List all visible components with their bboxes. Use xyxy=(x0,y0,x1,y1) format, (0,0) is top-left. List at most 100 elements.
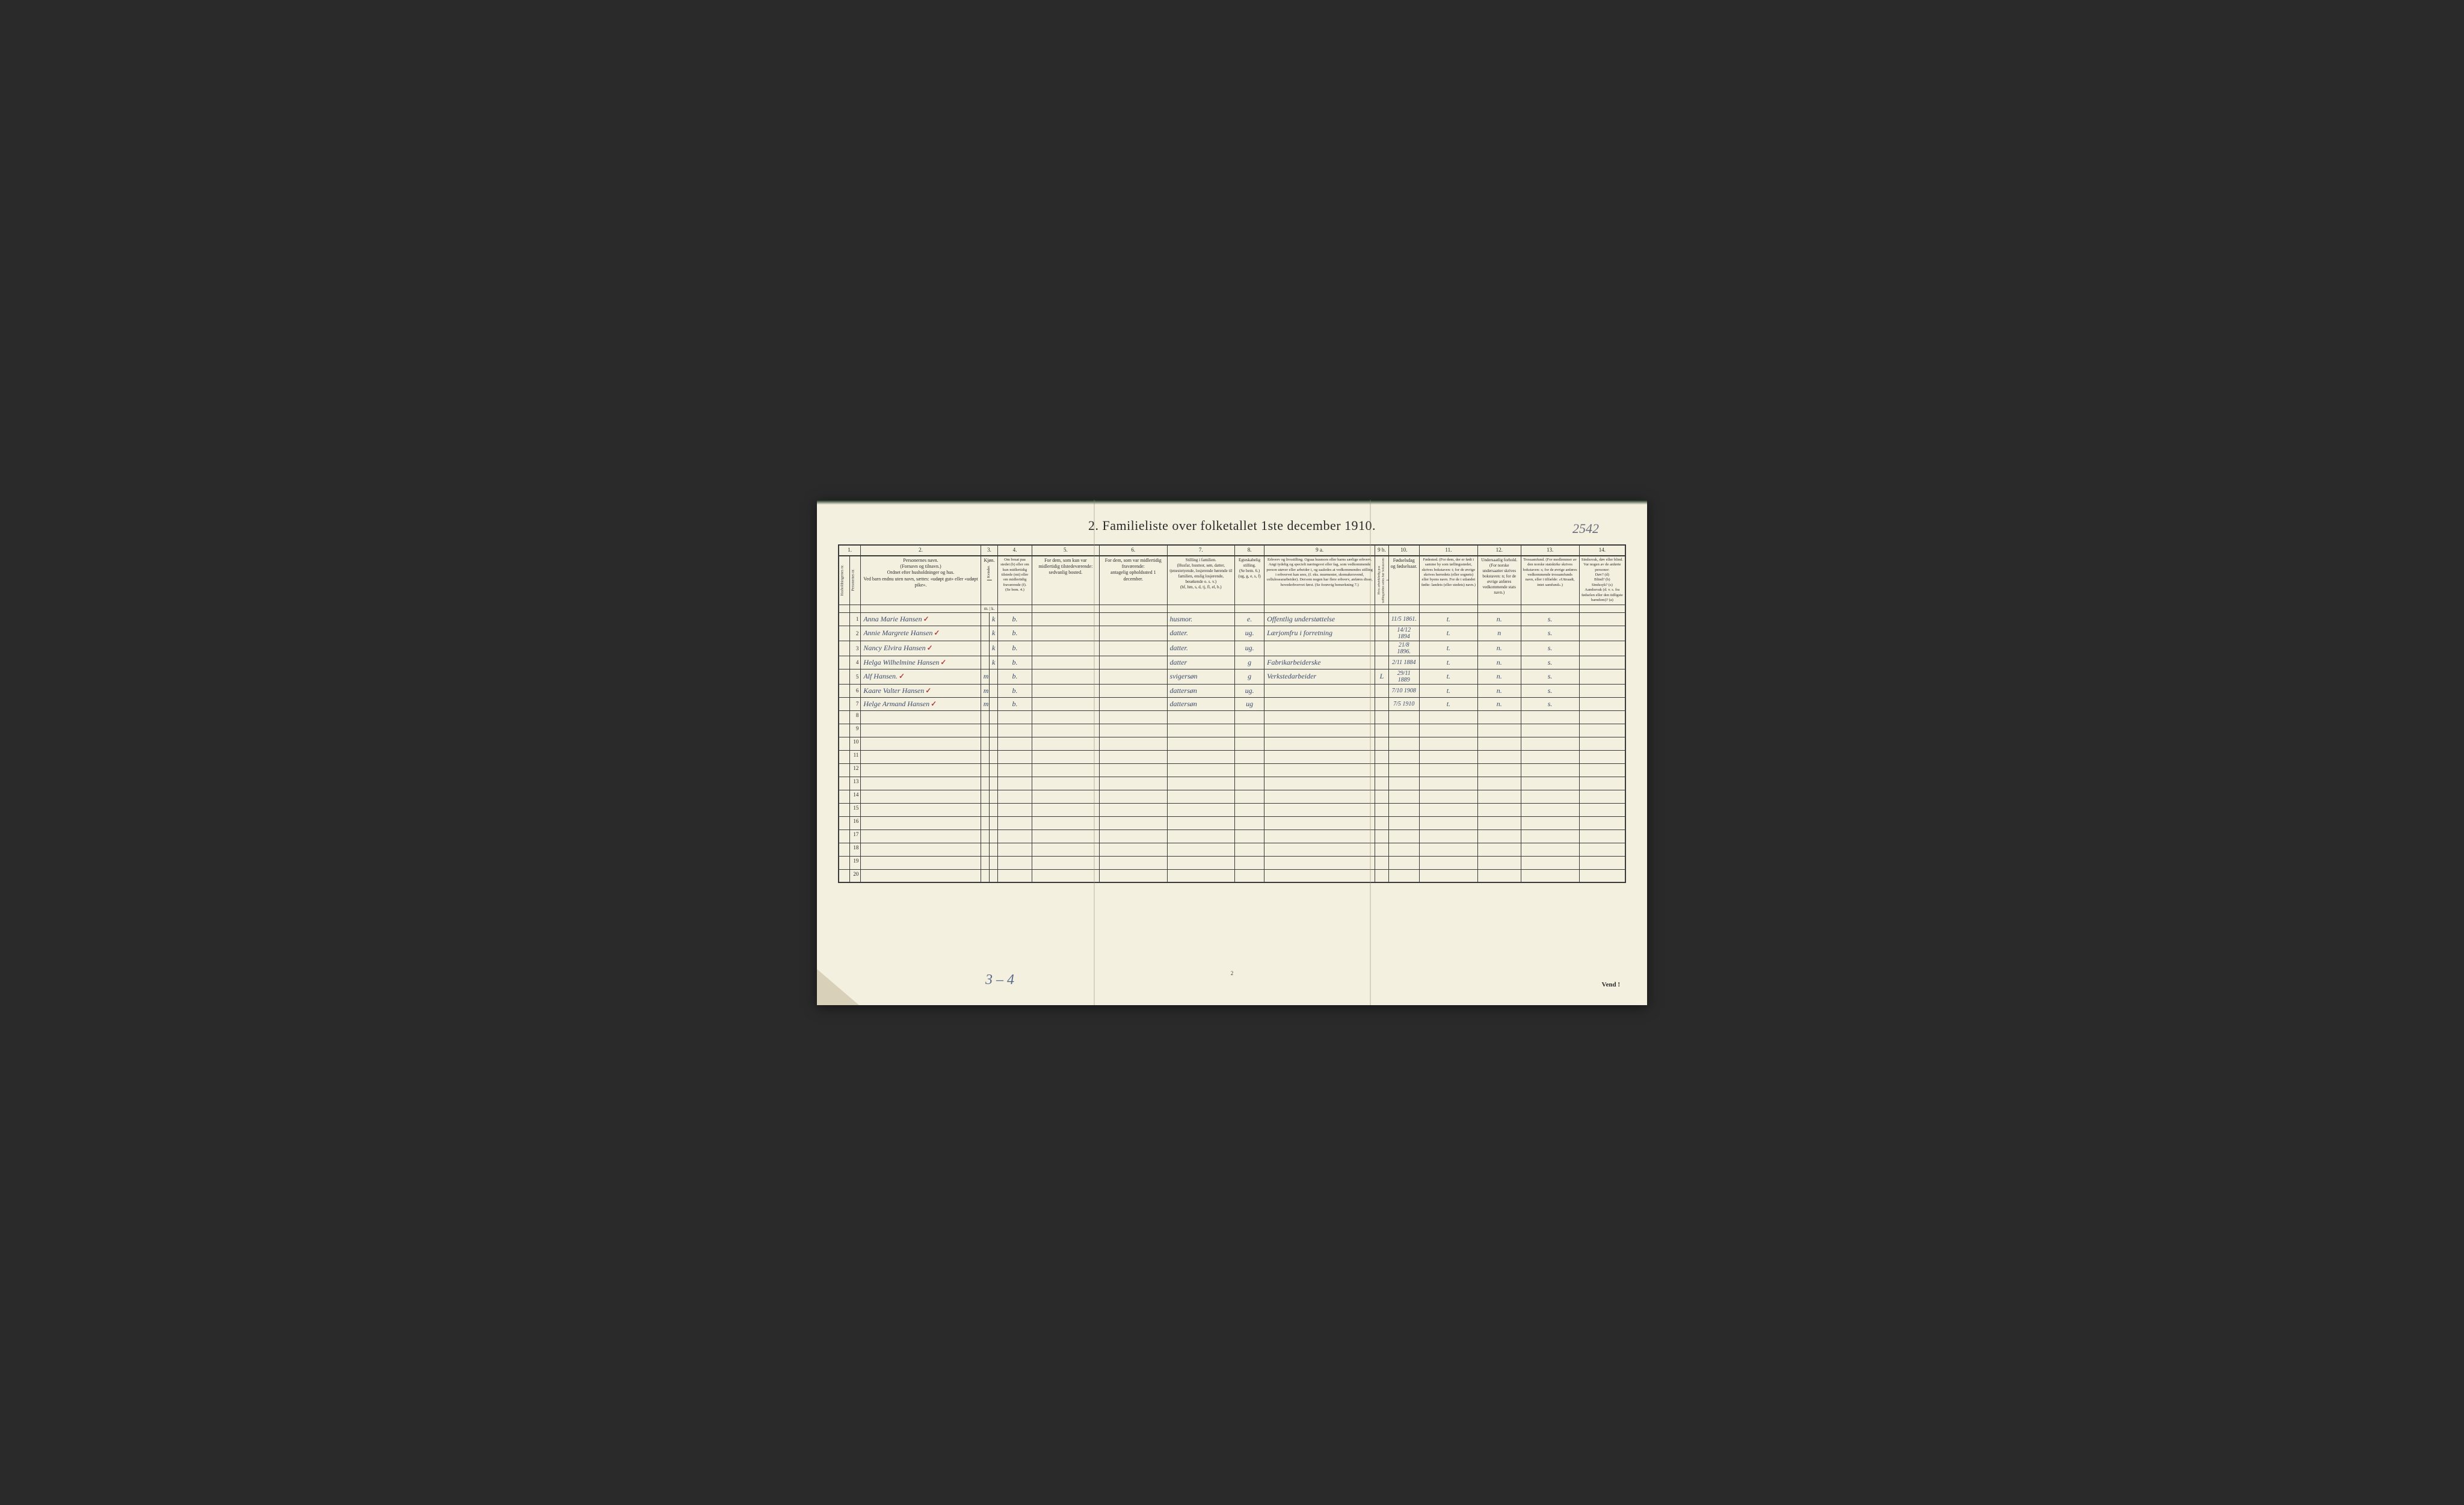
person-num: 11 xyxy=(849,750,860,763)
person-num: 14 xyxy=(849,790,860,803)
empty-cell xyxy=(1264,763,1375,777)
empty-cell xyxy=(1235,737,1264,750)
cell-fodsel: 11/5 1861. xyxy=(1388,612,1419,626)
cell-fodested: t. xyxy=(1419,626,1477,641)
cell-col9b: L xyxy=(1375,669,1388,684)
empty-cell xyxy=(1388,777,1419,790)
cell-col14 xyxy=(1579,684,1625,697)
cell-under: n. xyxy=(1477,684,1521,697)
household-num xyxy=(839,843,849,856)
header-col1: Husholdningernes nr. xyxy=(839,556,849,605)
table-row: 3 Nancy Elvira Hansen✓ k b. datter. ug. … xyxy=(839,641,1625,656)
empty-cell xyxy=(861,790,981,803)
empty-cell xyxy=(1032,869,1099,882)
empty-cell xyxy=(1375,843,1388,856)
empty-cell xyxy=(1100,724,1167,737)
census-table: 1. 2. 3. 4. 5. 6. 7. 8. 9 a. 9 b. 10. 11… xyxy=(838,544,1626,883)
empty-cell xyxy=(981,816,989,829)
person-num: 1 xyxy=(849,612,860,626)
empty-cell xyxy=(1419,843,1477,856)
cell-fodested: t. xyxy=(1419,669,1477,684)
empty-cell xyxy=(1477,869,1521,882)
col-num: 13. xyxy=(1521,545,1579,556)
empty-cell xyxy=(1521,750,1579,763)
cell-col6 xyxy=(1100,641,1167,656)
cell-under: n. xyxy=(1477,641,1521,656)
empty-cell xyxy=(1167,803,1234,816)
col-num: 3. xyxy=(981,545,998,556)
cell-k: k xyxy=(990,612,998,626)
cell-tros: s. xyxy=(1521,656,1579,669)
empty-cell xyxy=(1579,724,1625,737)
household-num xyxy=(839,750,849,763)
cell-fodested: t. xyxy=(1419,697,1477,710)
header-col14: Sindssvak, døv eller blind. Var nogen av… xyxy=(1579,556,1625,605)
empty-cell xyxy=(1100,843,1167,856)
empty-cell xyxy=(1100,710,1167,724)
empty-cell xyxy=(1167,816,1234,829)
cell-col9b xyxy=(1375,641,1388,656)
household-num xyxy=(839,816,849,829)
empty-cell xyxy=(1032,843,1099,856)
cell-m xyxy=(981,656,989,669)
empty-cell xyxy=(1100,856,1167,869)
col-num: 1. xyxy=(839,545,861,556)
table-row: 8 xyxy=(839,710,1625,724)
sub-cell xyxy=(839,605,849,612)
cell-col6 xyxy=(1100,612,1167,626)
empty-cell xyxy=(981,777,989,790)
empty-cell xyxy=(1477,816,1521,829)
empty-cell xyxy=(1264,816,1375,829)
empty-cell xyxy=(998,816,1032,829)
table-row: 17 xyxy=(839,829,1625,843)
sub-cell-mk: m. | k. xyxy=(981,605,998,612)
empty-cell xyxy=(1375,763,1388,777)
empty-cell xyxy=(981,750,989,763)
empty-cell xyxy=(861,829,981,843)
empty-cell xyxy=(1375,790,1388,803)
empty-cell xyxy=(981,710,989,724)
header-col8: Egteskabelig stilling. (Se bem. 6.) (ug,… xyxy=(1235,556,1264,605)
cell-egte: e. xyxy=(1235,612,1264,626)
empty-cell xyxy=(990,790,998,803)
header-text: Personernes nr. xyxy=(852,569,855,591)
page-title: 2. Familieliste over folketallet 1ste de… xyxy=(838,518,1626,534)
person-num: 20 xyxy=(849,869,860,882)
vend-text: Vend ! xyxy=(1602,981,1620,988)
empty-cell xyxy=(1100,803,1167,816)
cell-col9b xyxy=(1375,684,1388,697)
empty-cell xyxy=(1264,777,1375,790)
household-num xyxy=(839,724,849,737)
cell-egte: ug. xyxy=(1235,626,1264,641)
empty-cell xyxy=(1521,816,1579,829)
sub-cell xyxy=(1419,605,1477,612)
empty-cell xyxy=(1167,856,1234,869)
household-num xyxy=(839,856,849,869)
empty-cell xyxy=(990,763,998,777)
empty-cell xyxy=(998,737,1032,750)
cell-col14 xyxy=(1579,656,1625,669)
empty-cell xyxy=(1477,856,1521,869)
household-num xyxy=(839,641,849,656)
household-num xyxy=(839,803,849,816)
cell-col5 xyxy=(1032,626,1099,641)
empty-cell xyxy=(1579,763,1625,777)
check-mark: ✓ xyxy=(927,644,933,652)
header-text: Kjøn. xyxy=(983,558,996,564)
empty-cell xyxy=(1375,856,1388,869)
cell-col6 xyxy=(1100,656,1167,669)
empty-cell xyxy=(1100,869,1167,882)
cell-erhverv: Lærjomfru i forretning xyxy=(1264,626,1375,641)
table-row: 9 xyxy=(839,724,1625,737)
empty-cell xyxy=(981,724,989,737)
cell-tros: s. xyxy=(1521,626,1579,641)
empty-cell xyxy=(861,737,981,750)
person-num: 12 xyxy=(849,763,860,777)
empty-cell xyxy=(1375,803,1388,816)
empty-cell xyxy=(1100,763,1167,777)
person-num: 18 xyxy=(849,843,860,856)
table-body: 1 Anna Marie Hansen✓ k b. husmor. e. Off… xyxy=(839,612,1625,882)
person-num: 2 xyxy=(849,626,860,641)
table-row: 5 Alf Hansen.✓ m b. svigersøn g Verksted… xyxy=(839,669,1625,684)
empty-cell xyxy=(1100,750,1167,763)
